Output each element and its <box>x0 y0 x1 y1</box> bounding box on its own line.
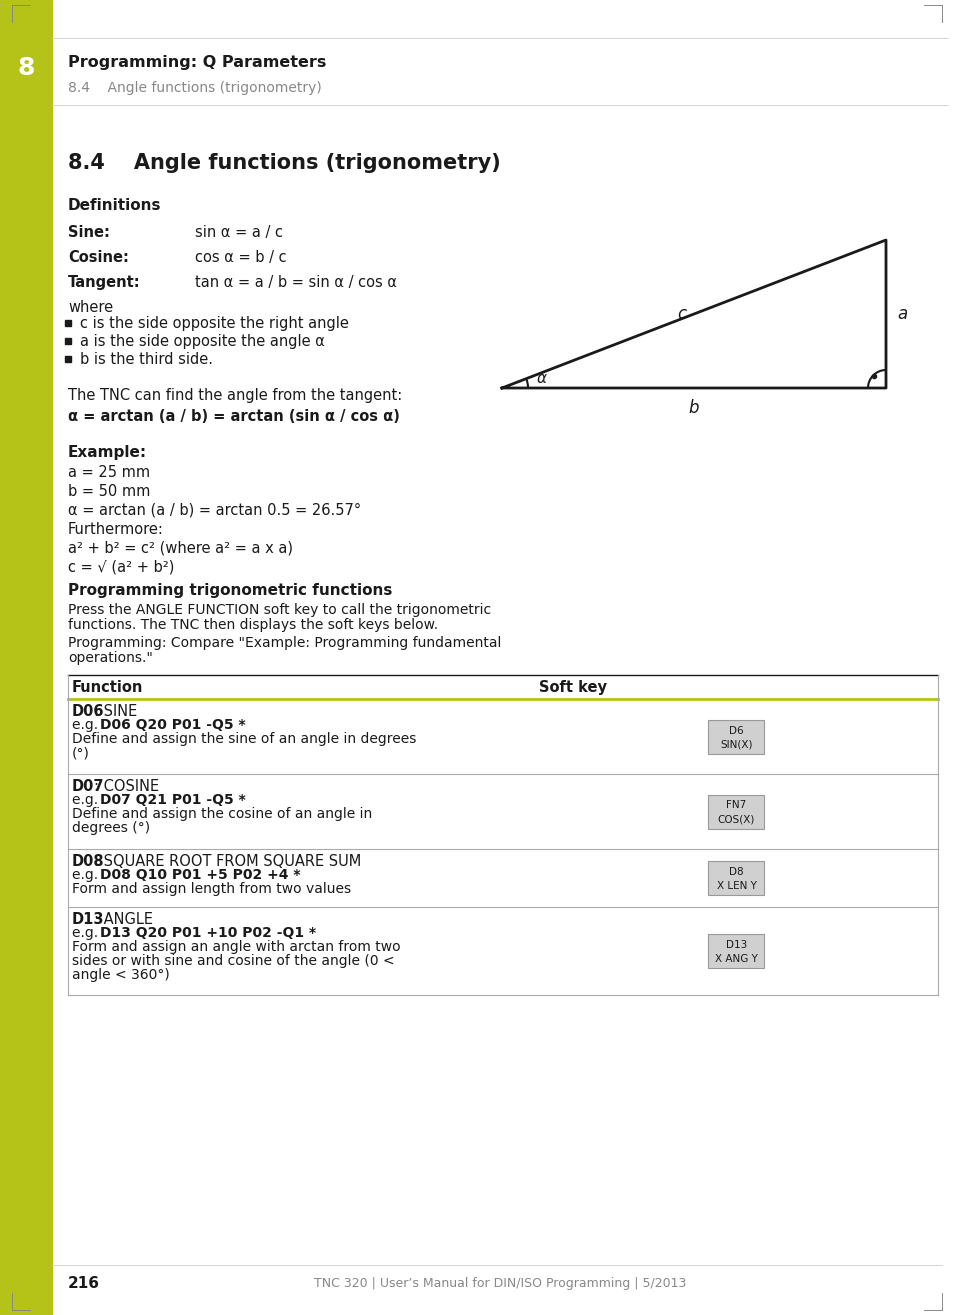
Text: Tangent:: Tangent: <box>68 275 140 289</box>
Text: Press the ANGLE FUNCTION soft key to call the trigonometric: Press the ANGLE FUNCTION soft key to cal… <box>68 604 491 617</box>
Text: b = 50 mm: b = 50 mm <box>68 484 151 498</box>
Bar <box>0 0 52 1315</box>
Text: Form and assign length from two values: Form and assign length from two values <box>71 882 351 896</box>
Text: D07 Q21 P01 -Q5 *: D07 Q21 P01 -Q5 * <box>100 793 246 807</box>
Text: Example:: Example: <box>68 444 147 459</box>
Text: Programming: Compare "Example: Programming fundamental: Programming: Compare "Example: Programmi… <box>68 636 501 650</box>
Text: : COSINE: : COSINE <box>93 778 158 793</box>
Text: 8.4    Angle functions (trigonometry): 8.4 Angle functions (trigonometry) <box>68 153 500 174</box>
Text: b is the third side.: b is the third side. <box>80 351 213 367</box>
Text: Definitions: Definitions <box>68 197 161 213</box>
Text: b: b <box>688 398 699 417</box>
Text: 8: 8 <box>17 57 34 80</box>
Text: where: where <box>68 300 113 314</box>
Text: 8.4    Angle functions (trigonometry): 8.4 Angle functions (trigonometry) <box>68 82 321 95</box>
Text: e.g.: e.g. <box>71 926 102 940</box>
FancyBboxPatch shape <box>708 861 763 896</box>
Text: e.g.: e.g. <box>71 718 102 732</box>
Text: D13: D13 <box>71 911 105 927</box>
Text: operations.": operations." <box>68 651 152 665</box>
Text: c: c <box>677 305 686 323</box>
FancyBboxPatch shape <box>708 794 763 828</box>
Text: tan α = a / b = sin α / cos α: tan α = a / b = sin α / cos α <box>194 275 396 289</box>
Text: : SINE: : SINE <box>93 704 136 718</box>
Text: a² + b² = c² (where a² = a x a): a² + b² = c² (where a² = a x a) <box>68 540 293 555</box>
Text: a: a <box>896 305 906 323</box>
Text: D8: D8 <box>728 867 743 877</box>
Text: Define and assign the sine of an angle in degrees: Define and assign the sine of an angle i… <box>71 732 416 746</box>
Text: : SQUARE ROOT FROM SQUARE SUM: : SQUARE ROOT FROM SQUARE SUM <box>93 853 360 868</box>
Text: TNC 320 | User’s Manual for DIN/ISO Programming | 5/2013: TNC 320 | User’s Manual for DIN/ISO Prog… <box>314 1277 685 1290</box>
Text: D13: D13 <box>725 940 746 949</box>
Text: Furthermore:: Furthermore: <box>68 522 164 537</box>
Text: α = arctan (a / b) = arctan (sin α / cos α): α = arctan (a / b) = arctan (sin α / cos… <box>68 409 399 423</box>
Text: 216: 216 <box>68 1277 100 1291</box>
Text: COS(X): COS(X) <box>717 814 755 825</box>
Text: (°): (°) <box>71 746 90 760</box>
Text: angle < 360°): angle < 360°) <box>71 968 170 982</box>
Text: c = √ (a² + b²): c = √ (a² + b²) <box>68 559 174 575</box>
Text: D13 Q20 P01 +10 P02 -Q1 *: D13 Q20 P01 +10 P02 -Q1 * <box>100 926 315 940</box>
Text: e.g.: e.g. <box>71 793 102 807</box>
Text: Define and assign the cosine of an angle in: Define and assign the cosine of an angle… <box>71 807 372 821</box>
Text: c is the side opposite the right angle: c is the side opposite the right angle <box>80 316 349 330</box>
Text: α: α <box>537 371 546 385</box>
Text: Function: Function <box>71 680 143 694</box>
Text: D6: D6 <box>728 726 743 735</box>
Text: The TNC can find the angle from the tangent:: The TNC can find the angle from the tang… <box>68 388 402 402</box>
Text: Soft key: Soft key <box>538 680 606 694</box>
Text: e.g.: e.g. <box>71 868 102 882</box>
Text: D08: D08 <box>71 853 105 868</box>
Text: Cosine:: Cosine: <box>68 250 129 264</box>
Text: functions. The TNC then displays the soft keys below.: functions. The TNC then displays the sof… <box>68 618 437 633</box>
Text: a is the side opposite the angle α: a is the side opposite the angle α <box>80 334 325 348</box>
Text: sides or with sine and cosine of the angle (0 <: sides or with sine and cosine of the ang… <box>71 953 395 968</box>
Text: D06: D06 <box>71 704 105 718</box>
FancyBboxPatch shape <box>708 934 763 968</box>
Text: D07: D07 <box>71 778 105 793</box>
Text: a = 25 mm: a = 25 mm <box>68 464 150 480</box>
Text: D08 Q10 P01 +5 P02 +4 *: D08 Q10 P01 +5 P02 +4 * <box>100 868 300 882</box>
Text: cos α = b / c: cos α = b / c <box>194 250 286 264</box>
Text: FN7: FN7 <box>725 801 746 810</box>
Text: Form and assign an angle with arctan from two: Form and assign an angle with arctan fro… <box>71 940 400 953</box>
Text: degrees (°): degrees (°) <box>71 821 150 835</box>
Text: Programming trigonometric functions: Programming trigonometric functions <box>68 583 392 597</box>
Text: Programming: Q Parameters: Programming: Q Parameters <box>68 54 326 70</box>
Text: Sine:: Sine: <box>68 225 110 239</box>
Text: D06 Q20 P01 -Q5 *: D06 Q20 P01 -Q5 * <box>100 718 245 732</box>
Text: α = arctan (a / b) = arctan 0.5 = 26.57°: α = arctan (a / b) = arctan 0.5 = 26.57° <box>68 502 361 518</box>
Text: sin α = a / c: sin α = a / c <box>194 225 283 239</box>
FancyBboxPatch shape <box>708 719 763 753</box>
Text: X ANG Y: X ANG Y <box>715 953 757 964</box>
Text: : ANGLE: : ANGLE <box>93 911 152 927</box>
Text: X LEN Y: X LEN Y <box>716 881 756 892</box>
Text: SIN(X): SIN(X) <box>720 739 752 750</box>
